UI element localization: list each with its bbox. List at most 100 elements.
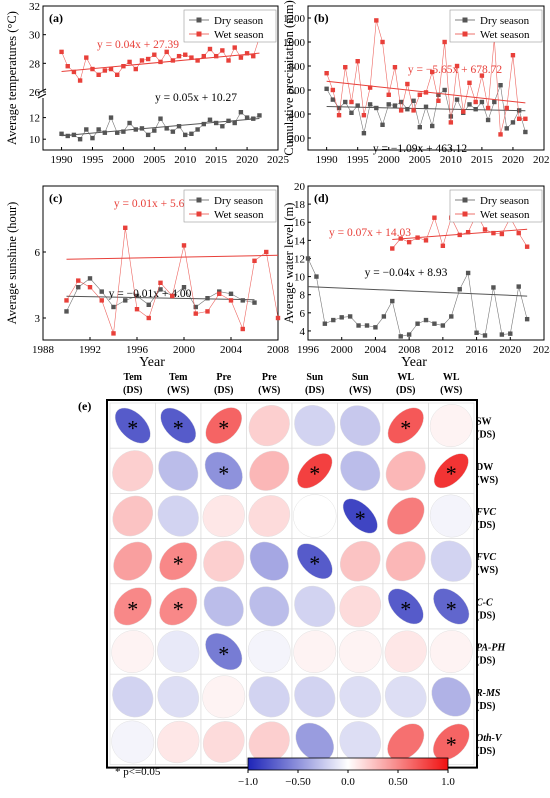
- x-tick-label: 1992: [79, 344, 101, 356]
- plot-frame: [307, 185, 545, 341]
- data-point-dry: [134, 293, 140, 299]
- data-point-wet: [189, 55, 194, 60]
- data-point-dry: [76, 285, 81, 290]
- data-point-dry: [499, 332, 505, 337]
- y-tick-label: 4: [300, 326, 306, 338]
- panel-b-chart: 1990 1995 2000 2005 2010 2015 2020 2025 200 400 60…: [282, 0, 550, 166]
- legend-label-dry: Dry season: [480, 15, 530, 27]
- x-axis-label-left: Year: [139, 355, 165, 370]
- legend-marker-wet: [462, 31, 468, 37]
- data-point-dry: [146, 302, 151, 307]
- data-point-wet: [205, 309, 210, 314]
- colorbar-tick-label: −1.0: [238, 776, 258, 788]
- data-point-dry: [257, 113, 262, 118]
- data-point-wet: [96, 72, 101, 77]
- y-axis-label: Cumulative precipitation (mm): [282, 0, 296, 156]
- colorbar-tick-label: 0.50: [388, 776, 408, 788]
- significance-marker: *: [400, 596, 411, 621]
- y-tick-label: 28: [29, 58, 41, 70]
- data-point-wet: [115, 72, 120, 77]
- data-point-dry: [111, 304, 116, 310]
- data-point-wet: [77, 78, 83, 83]
- data-point-wet: [217, 291, 222, 296]
- correlation-ellipse: [249, 586, 290, 627]
- data-point-wet: [491, 230, 496, 236]
- significance-marker: *: [127, 416, 138, 441]
- x-tick-label: 2000: [173, 344, 196, 356]
- panel-label: (c): [49, 191, 62, 205]
- row-header-name: DW: [476, 462, 493, 473]
- data-point-wet: [440, 243, 446, 248]
- significance-marker: *: [173, 596, 184, 621]
- data-point-dry: [145, 132, 151, 138]
- data-point-dry: [324, 86, 329, 91]
- column-header-name: WL: [397, 372, 414, 383]
- axis-break-mask: [39, 90, 47, 98]
- data-point-wet: [152, 52, 157, 57]
- data-point-dry: [99, 289, 104, 294]
- y-axis-label: Average sunshine (hour): [5, 202, 19, 325]
- data-point-wet: [213, 53, 219, 59]
- correlation-ellipse: [202, 675, 246, 719]
- data-point-wet: [158, 280, 163, 285]
- x-tick-label: 2010: [440, 154, 463, 166]
- data-point-dry: [108, 115, 114, 120]
- data-point-wet: [65, 64, 70, 69]
- x-tick-label: 2012: [432, 344, 454, 356]
- data-point-wet: [524, 244, 530, 249]
- data-point-dry: [238, 110, 244, 115]
- y-tick-label: 200: [289, 133, 306, 145]
- row-header-season: (DS): [476, 520, 495, 531]
- x-tick-label: 1990: [51, 154, 74, 166]
- y-axis-label: Average water level (m): [282, 203, 296, 324]
- data-point-dry: [339, 315, 344, 320]
- correlation-ellipse: [157, 720, 200, 764]
- data-point-wet: [390, 246, 395, 251]
- row-header-name: C-C: [476, 597, 493, 608]
- panel-d-chart: 1996200020042008201220162020202446810121…: [282, 181, 550, 356]
- data-point-wet: [170, 58, 176, 63]
- y-tick-label: 20: [294, 181, 306, 193]
- data-point-dry: [181, 285, 187, 290]
- x-tick-label: 2015: [471, 154, 494, 166]
- data-point-wet: [176, 53, 182, 59]
- data-point-dry: [467, 102, 472, 107]
- data-point-dry: [164, 126, 169, 131]
- legend-label-wet: Wet season: [214, 29, 264, 41]
- data-point-wet: [228, 298, 234, 303]
- row-header-name: R-MS: [475, 688, 501, 699]
- row-header-season: (DS): [476, 746, 495, 757]
- correlation-ellipse: [387, 497, 425, 535]
- data-point-dry: [474, 330, 479, 335]
- trend-equation-dry: y = −0.01x + 4.00: [109, 288, 192, 300]
- data-point-wet: [461, 109, 466, 114]
- panel-label: (b): [314, 11, 329, 25]
- x-tick-label: 2025: [533, 154, 550, 166]
- significance-marker: *: [127, 596, 138, 621]
- row-header-name: FVC: [475, 507, 496, 518]
- trend-line-wet: [392, 228, 528, 240]
- correlation-ellipse: [429, 494, 473, 538]
- correlation-ellipse: [113, 587, 152, 626]
- significance-marker: *: [218, 642, 229, 667]
- data-point-dry: [482, 333, 488, 338]
- data-point-dry: [195, 127, 200, 132]
- data-point-dry: [405, 107, 410, 112]
- data-point-dry: [207, 117, 213, 122]
- data-point-dry: [240, 298, 245, 303]
- data-point-wet: [183, 52, 188, 57]
- correlation-ellipse: [293, 494, 337, 538]
- data-point-dry: [170, 129, 176, 134]
- y-tick-label: 3: [35, 313, 41, 325]
- correlation-ellipse: [339, 721, 382, 763]
- data-point-wet: [193, 311, 198, 316]
- row-header-name: PA-PH: [476, 643, 506, 654]
- legend-marker-wet: [462, 211, 468, 217]
- series-line-dry: [61, 111, 260, 140]
- column-header-season: (DS): [396, 385, 415, 396]
- row-header-season: (WS): [476, 475, 498, 486]
- significance-marker: *: [218, 416, 229, 441]
- y-tick-label: 12: [29, 113, 40, 125]
- data-point-dry: [90, 135, 95, 141]
